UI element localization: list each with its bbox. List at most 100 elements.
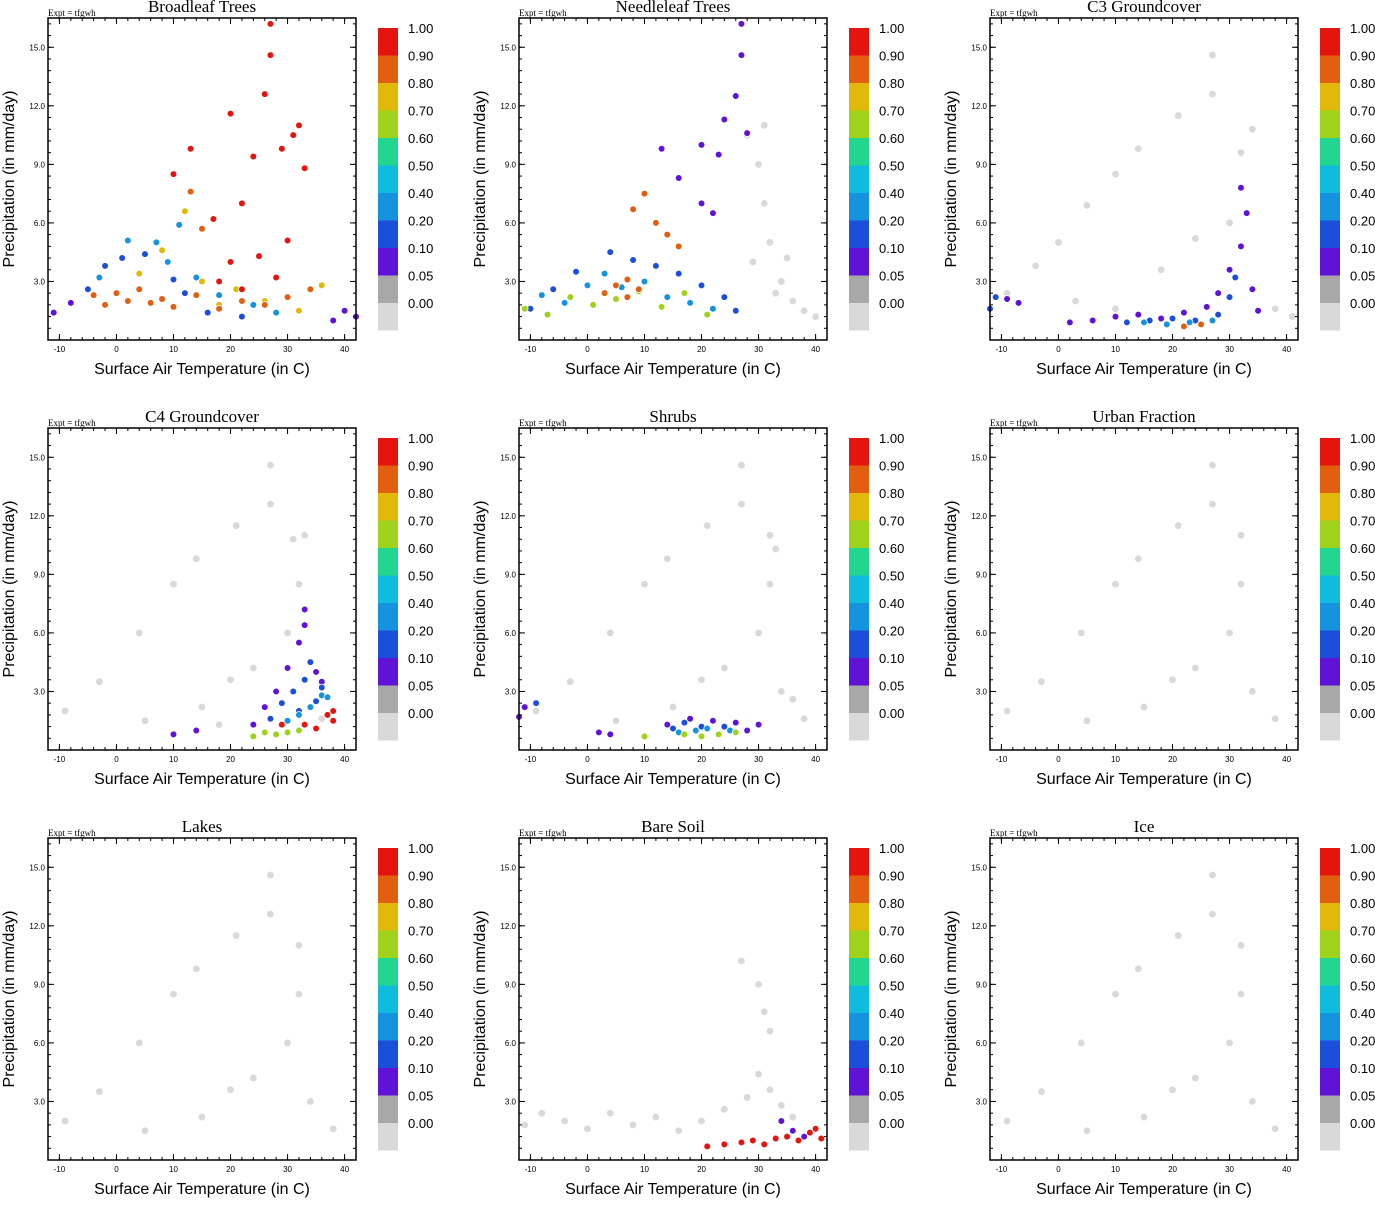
data-point	[663, 720, 672, 729]
data-point	[520, 703, 529, 711]
data-point	[300, 164, 309, 173]
data-point	[538, 1109, 546, 1117]
data-point	[623, 275, 632, 284]
data-point	[272, 687, 280, 696]
data-point	[606, 629, 614, 637]
expt-label: Expt = tfgwh	[990, 8, 1038, 18]
colorbar-label: 0.20	[1350, 1034, 1375, 1049]
data-point	[295, 580, 303, 588]
data-point	[249, 720, 258, 729]
data-point	[1237, 941, 1245, 949]
data-point	[1014, 299, 1023, 307]
colorbar-swatch	[1320, 55, 1340, 83]
colorbar-label: 0.40	[408, 186, 433, 201]
data-point	[755, 629, 762, 637]
data-point	[521, 1121, 529, 1129]
data-point	[731, 92, 740, 100]
colorbar-swatch	[849, 520, 869, 548]
colorbar-swatch	[1320, 303, 1340, 331]
colorbar-swatch	[849, 28, 869, 56]
data-point	[260, 301, 269, 309]
x-tick-label: 10	[640, 345, 649, 354]
data-point	[249, 301, 258, 309]
data-point	[737, 51, 746, 59]
data-point	[669, 724, 677, 733]
data-point	[272, 273, 280, 282]
data-point	[703, 310, 712, 319]
colorbar-swatch	[849, 110, 869, 138]
colorbar-swatch	[849, 193, 869, 221]
data-point	[1254, 306, 1262, 315]
y-axis-label: Precipitation (in mm/day)	[472, 911, 489, 1088]
x-tick-label: 20	[226, 1165, 235, 1174]
data-point	[266, 714, 275, 723]
data-point	[1083, 201, 1091, 209]
data-point	[1226, 219, 1233, 227]
data-point	[1237, 183, 1245, 192]
colorbar-swatch	[378, 575, 398, 603]
data-point	[788, 1126, 797, 1135]
x-tick-label: -10	[996, 1165, 1008, 1174]
colorbar-label: 0.00	[1350, 296, 1375, 311]
data-point	[532, 707, 540, 715]
y-tick-label: 9.0	[34, 980, 46, 989]
x-tick-label: 30	[1225, 1165, 1234, 1174]
data-point	[186, 187, 195, 196]
colorbar-label: 0.10	[1350, 1061, 1375, 1076]
data-point	[272, 308, 280, 317]
data-point	[634, 285, 643, 294]
colorbar-swatch	[849, 220, 869, 248]
data-point	[606, 248, 615, 256]
data-point	[329, 316, 337, 325]
colorbar-swatch	[378, 903, 398, 931]
data-point	[812, 313, 819, 320]
data-point	[1225, 293, 1234, 301]
plot-frame	[518, 837, 828, 1161]
colorbar-label: 0.05	[408, 679, 433, 694]
colorbar-swatch	[849, 303, 869, 331]
data-point	[1169, 1086, 1176, 1094]
data-point	[300, 675, 309, 684]
data-point	[198, 277, 206, 286]
colorbar-swatch	[378, 1095, 398, 1123]
colorbar-swatch	[849, 165, 869, 193]
y-tick-label: 15.0	[29, 43, 45, 52]
data-point	[295, 638, 303, 647]
x-tick-label: 30	[754, 345, 763, 354]
data-point	[124, 236, 132, 245]
data-point	[1226, 629, 1233, 637]
data-point	[1083, 717, 1091, 725]
data-point	[267, 871, 274, 879]
data-point	[329, 1125, 337, 1133]
colorbar-label: 0.60	[1350, 951, 1375, 966]
data-point	[789, 1113, 797, 1121]
data-point	[720, 115, 729, 124]
data-point	[141, 1127, 149, 1135]
colorbar-swatch	[849, 903, 869, 931]
data-point	[61, 707, 69, 715]
data-point	[198, 224, 206, 233]
colorbar-swatch	[849, 985, 869, 1013]
colorbar-label: 0.50	[879, 979, 904, 994]
colorbar-swatch	[1320, 1123, 1340, 1151]
expt-label: Expt = tfgwh	[990, 828, 1038, 838]
data-point	[169, 275, 178, 284]
colorbar-label: 0.00	[408, 296, 433, 311]
colorbar-swatch	[378, 1040, 398, 1068]
data-point	[1231, 273, 1240, 282]
data-point	[306, 703, 315, 711]
data-point	[669, 703, 677, 711]
colorbar-swatch	[1320, 603, 1340, 631]
data-point	[720, 1105, 728, 1113]
data-point	[175, 221, 183, 229]
data-point	[777, 1101, 785, 1109]
data-point	[1180, 308, 1188, 317]
colorbar-label: 0.10	[408, 1061, 433, 1076]
scatter-panel-shrubs: Shrubs Expt = tfgwh -10 0 10 20 30 40 3.0 6.0 9.0 1…	[471, 407, 929, 810]
data-point	[249, 664, 257, 672]
scatter-plot-svg: Urban Fraction Expt = tfgwh -10 0 10 20 30 40 3.…	[943, 407, 1375, 788]
x-tick-label: 40	[811, 755, 820, 764]
x-tick-label: 40	[340, 755, 349, 764]
colorbar-swatch	[378, 220, 398, 248]
